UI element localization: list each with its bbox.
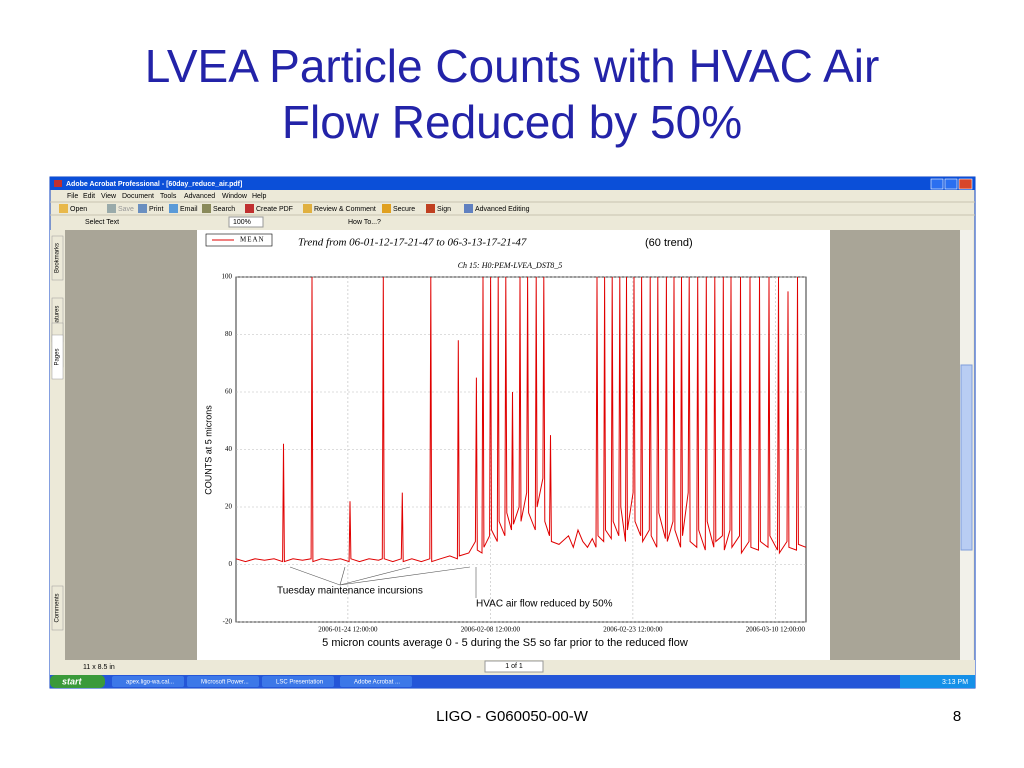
tray bbox=[900, 675, 975, 688]
side-tab-label: Signatures bbox=[55, 306, 61, 335]
toolbar-button[interactable]: Create PDF bbox=[256, 206, 293, 213]
toolbar-icon[interactable] bbox=[245, 204, 254, 213]
data-line bbox=[235, 276, 807, 563]
menu-item[interactable]: View bbox=[101, 193, 117, 200]
menu-item[interactable]: Document bbox=[122, 193, 154, 200]
side-tab[interactable] bbox=[51, 334, 64, 380]
title-box: LVEA Particle Counts with HVAC Air Flow … bbox=[144, 40, 880, 148]
x-tick-label: 2006-01-24 12:00:00 bbox=[318, 626, 378, 634]
page-counter: 1 of 1 bbox=[505, 663, 523, 670]
toolbar-button[interactable]: Review & Comment bbox=[314, 206, 376, 213]
page-number: 8 bbox=[953, 708, 961, 725]
annotation: Tuesday maintenance incursions bbox=[277, 586, 423, 597]
annotation-leader bbox=[289, 566, 341, 586]
taskbar-button[interactable] bbox=[340, 676, 412, 687]
side-tab-label: Bookmarks bbox=[55, 243, 61, 273]
toolbar-icon[interactable] bbox=[169, 204, 178, 213]
toolbar-icon[interactable] bbox=[382, 204, 391, 213]
side-tab[interactable] bbox=[51, 235, 64, 281]
toolbar-button[interactable]: Search bbox=[213, 206, 235, 213]
toolbar-button[interactable]: Select Text bbox=[85, 219, 119, 226]
title-bar bbox=[50, 177, 975, 190]
menu-item[interactable]: File bbox=[67, 193, 78, 200]
toolbar-button[interactable]: Email bbox=[180, 206, 198, 213]
side-tab-label: Pages bbox=[55, 348, 61, 365]
toolbar: Select Text 100% How To...? bbox=[85, 216, 381, 228]
taskbar-label: LSC Presentation bbox=[276, 680, 323, 686]
clock: 3:13 PM bbox=[942, 679, 968, 686]
toolbar-button[interactable]: Print bbox=[149, 206, 163, 213]
menu-item[interactable]: Tools bbox=[160, 193, 177, 200]
slide-title: LVEA Particle Counts with HVAC Air Flow … bbox=[144, 40, 880, 148]
start-button[interactable] bbox=[50, 675, 105, 688]
side-tab-label: Comments bbox=[55, 593, 61, 622]
toolbar-button[interactable]: Secure bbox=[393, 206, 415, 213]
y-tick-label: -20 bbox=[223, 618, 233, 626]
window-title: Adobe Acrobat Professional - [60day_redu… bbox=[66, 181, 242, 188]
menu-item[interactable]: Help bbox=[252, 193, 267, 200]
annotation: HVAC air flow reduced by 50% bbox=[476, 599, 613, 610]
taskbar-button[interactable] bbox=[262, 676, 334, 687]
menu-item[interactable]: Edit bbox=[83, 193, 95, 200]
minimize-button[interactable] bbox=[930, 178, 944, 190]
annotation-leader bbox=[339, 566, 411, 586]
toolbar-icon[interactable] bbox=[138, 204, 147, 213]
zoom-field[interactable] bbox=[228, 216, 264, 228]
menu-bar: File Edit View Document Tools Advanced Window H… bbox=[67, 193, 267, 200]
toolbar-button[interactable]: Open bbox=[70, 206, 87, 213]
annotation-leader bbox=[339, 566, 346, 586]
toolbar-icon[interactable] bbox=[303, 204, 312, 213]
chart-subtitle: Ch 15: H0:PEM-LVEA_DST8_5 bbox=[458, 261, 563, 270]
menu-item[interactable]: Advanced bbox=[184, 193, 215, 200]
scroll-thumb[interactable] bbox=[960, 364, 973, 551]
y-tick-label: 80 bbox=[225, 330, 233, 338]
y-tick-label: 20 bbox=[225, 503, 233, 511]
toolbar-button[interactable]: Save bbox=[118, 206, 134, 213]
taskbar-button[interactable] bbox=[187, 676, 259, 687]
close-button[interactable] bbox=[958, 178, 973, 190]
y-tick-label: 0 bbox=[229, 560, 233, 568]
footer: LIGO - G060050-00-W bbox=[436, 708, 589, 725]
y-tick-label: 60 bbox=[225, 388, 233, 396]
chart-title: Trend from 06-01-12-17-21-47 to 06-3-13-… bbox=[298, 237, 527, 249]
legend-label: MEAN bbox=[240, 236, 265, 244]
page-size: 11 x 8.5 in bbox=[83, 664, 115, 671]
toolbar-icon[interactable] bbox=[59, 204, 68, 213]
y-tick-label: 100 bbox=[222, 273, 233, 281]
menu-item[interactable]: Window bbox=[222, 193, 248, 200]
start-label: start bbox=[62, 676, 83, 686]
app-icon bbox=[54, 180, 62, 187]
legend-box bbox=[205, 233, 273, 247]
toolbar: Open Save Print Email Search Create PDF Review… bbox=[59, 204, 530, 213]
x-tick-label: 2006-03-10 12:00:00 bbox=[746, 626, 806, 634]
taskbar-items: apex.ligo-wa.cal... Microsoft Power... LSC… bbox=[112, 676, 412, 687]
taskbar-button[interactable] bbox=[112, 676, 184, 687]
y-tick-label: 40 bbox=[225, 445, 233, 453]
toolbar-button[interactable]: Sign bbox=[437, 206, 451, 213]
chart: MEAN Trend from 06-01-12-17-21-47 to 06-… bbox=[203, 233, 807, 649]
page-field[interactable] bbox=[484, 660, 544, 673]
toolbar-button[interactable]: How To...? bbox=[348, 219, 381, 226]
toolbar-icon[interactable] bbox=[107, 204, 116, 213]
maximize-button[interactable] bbox=[944, 178, 958, 190]
toolbar-icon[interactable] bbox=[202, 204, 211, 213]
taskbar-label: apex.ligo-wa.cal... bbox=[126, 680, 174, 686]
y-axis-label: COUNTS at 5 microns bbox=[203, 405, 213, 495]
taskbar-label: Adobe Acrobat ... bbox=[354, 680, 400, 686]
toolbar-button[interactable]: 100% bbox=[233, 219, 251, 226]
side-tabs: BookmarksSignaturesLayersPagesComments bbox=[51, 235, 64, 631]
toolbar-icon[interactable] bbox=[464, 204, 473, 213]
trend-label: (60 trend) bbox=[645, 237, 693, 249]
toolbar-icon[interactable] bbox=[426, 204, 435, 213]
x-tick-label: 2006-02-23 12:00:00 bbox=[603, 626, 663, 634]
toolbar-button[interactable]: Advanced Editing bbox=[475, 206, 530, 213]
x-tick-label: 2006-02-08 12:00:00 bbox=[461, 626, 521, 634]
annotation-leader bbox=[339, 566, 471, 586]
taskbar-label: Microsoft Power... bbox=[201, 680, 249, 686]
chart-caption: 5 micron counts average 0 - 5 during the… bbox=[322, 637, 688, 649]
side-tab[interactable] bbox=[51, 585, 64, 631]
